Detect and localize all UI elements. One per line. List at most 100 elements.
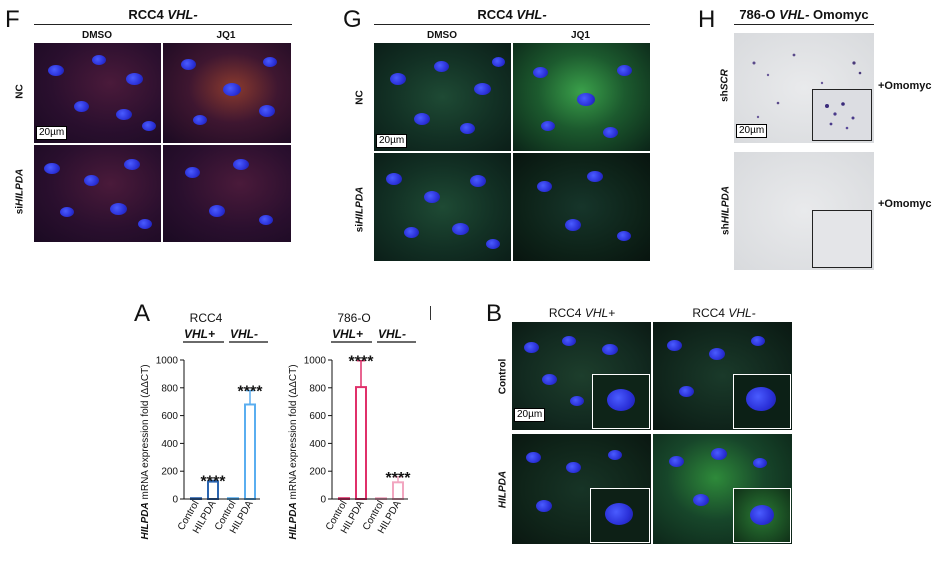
panel-h-image-shhilpda [734,152,874,270]
panel-g-title: RCC4 VHL- [374,7,650,22]
panel-a-chart-rcc4: RCC4 VHL+ VHL- 0 200 400 600 800 1000 HILPDA mRNA… [140,311,268,540]
group-label-vhl-plus: VHL+ [332,327,363,341]
panel-f-title: RCC4 VHL- [34,7,292,22]
y-tick-label: 200 [161,467,178,478]
panel-f-row-si-italic: HILPDA [14,168,26,206]
chart-title: 786-O [337,311,370,325]
panel-h-omomyc-label-1: +Omomyc [878,80,932,92]
panel-f-image-si-dmso [34,145,161,242]
panel-f-image-nc-jq1 [163,43,291,143]
y-tick-label: 600 [161,411,178,422]
panel-b-row-control: Control [497,358,509,395]
panel-h-row1-prefix: sh [719,90,731,102]
panel-f-col-dmso: DMSO [82,30,112,41]
panel-a-letter: A [134,300,151,327]
panel-h-title-text: 786-O [739,7,780,22]
panel-f-title-italic: VHL- [167,7,198,22]
panel-b-scale-bar: 20µm [514,408,546,422]
y-tick-label: 400 [161,439,178,450]
panel-f-title-text: RCC4 [128,7,168,22]
panel-g-scale-bar: 20µm [376,134,408,148]
panel-b-col2-italic: VHL- [728,306,756,320]
y-tick-label: 800 [161,383,178,394]
panel-a-chart-786o: 786-O VHL+ VHL- 0 200 400 600 800 1000 HILPDA mRN… [288,311,416,540]
panel-g-image-si-dmso [374,153,511,261]
panel-f-title-rule [34,24,292,25]
panel-b-row-hilpda-italic: HILPDA [497,470,509,509]
panel-f-row-sihilpda: siHILPDA [15,154,26,230]
significance-stars: **** [238,384,264,401]
y-axis-label: HILPDA mRNA expression fold (ΔΔCT) [140,364,151,539]
panel-g-col-dmso: DMSO [427,30,457,41]
panel-h-inset-dots [825,102,855,130]
panel-g-row-si-italic: HILPDA [354,186,366,224]
y-axis-label: HILPDA mRNA expression fold (ΔΔCT) [288,364,299,539]
panel-g-image-si-jq1 [513,153,650,261]
panel-h-title-italic: VHL- [779,7,810,22]
panel-b-col1-italic: VHL+ [584,306,616,320]
panel-h-title-suffix: Omomyc [809,7,869,22]
panel-a-divider [430,306,431,320]
panel-h-row-shhilpda: shHILPDA [721,173,732,249]
panel-b-row-hilpda: HILPDA [498,465,509,515]
panel-h-inset-shhilpda [812,210,872,268]
panel-b-col1: RCC4 VHL+ [512,306,652,320]
panel-b-inset-vhlminus-hilpda [733,488,791,543]
group-label-vhl-minus: VHL- [230,327,258,341]
panel-b-inset-vhlminus-control [733,374,791,429]
group-label-vhl-plus: VHL+ [184,327,215,341]
panel-h-letter: H [698,6,716,33]
y-tick-label: 400 [309,439,326,450]
y-tick-label: 600 [309,411,326,422]
panel-h-title: 786-O VHL- Omomyc [728,7,880,22]
panel-b-col1-prefix: RCC4 [548,306,585,320]
significance-stars: **** [386,470,412,487]
panel-g-row-sihilpda: siHILPDA [355,172,366,248]
y-tick-label: 1000 [304,356,327,367]
y-axis-label-rest: mRNA expression fold (ΔΔCT) [140,364,151,502]
y-tick-label: 200 [309,467,326,478]
y-axis-label-rest: mRNA expression fold (ΔΔCT) [288,364,299,502]
panel-f-image-si-jq1 [163,145,291,242]
panel-b-image-vhlminus-hilpda [653,434,792,544]
panel-g-letter: G [343,6,362,33]
y-tick-label: 1000 [156,356,179,367]
panel-g-title-text: RCC4 [477,7,517,22]
chart-title: RCC4 [190,311,223,325]
panel-b-col2-prefix: RCC4 [692,306,729,320]
panel-h-row2-prefix: sh [720,223,732,235]
y-tick-label: 0 [320,495,326,506]
y-axis-label-italic: HILPDA [140,502,151,539]
panel-b-image-vhlplus-control [512,322,651,430]
panel-b-image-vhlplus-hilpda [512,434,651,544]
panel-h-scale-bar: 20µm [736,124,768,138]
panel-b-col2: RCC4 VHL- [654,306,794,320]
panel-f-row-nc: NC [14,84,26,99]
panel-g-col-jq1: JQ1 [571,30,590,41]
panel-h-title-rule [734,24,874,25]
panel-g-row-si-prefix: si [354,223,366,233]
bar [244,403,256,500]
significance-stars: **** [201,474,227,491]
panel-f-letter: F [5,6,20,33]
panel-b-inset-vhlplus-control [592,374,650,429]
panel-g-row-nc: NC [354,90,366,105]
panel-h-omomyc-label-2: +Omomyc [878,198,932,210]
panel-g-image-nc-dmso [374,43,511,151]
significance-stars: **** [349,354,375,371]
panel-h-row1-italic: SCR [719,69,731,91]
panel-g-title-rule [374,24,650,25]
panel-h-stain-dots [752,53,862,119]
panel-f-col-jq1: JQ1 [216,30,236,41]
y-tick-label: 800 [309,383,326,394]
panel-f-scale-bar: 20µm [36,126,68,140]
panel-h-row-shscr: shSCR [720,61,731,111]
bar [355,386,367,500]
y-axis-label-italic: HILPDA [288,502,299,539]
panel-b-letter: B [486,300,503,327]
y-tick-label: 0 [172,495,178,506]
panel-h-inset-shscr [812,89,872,141]
group-label-vhl-minus: VHL- [378,327,406,341]
panel-h-row2-italic: HILPDA [720,186,732,224]
panel-b-inset-vhlplus-hilpda [590,488,650,543]
